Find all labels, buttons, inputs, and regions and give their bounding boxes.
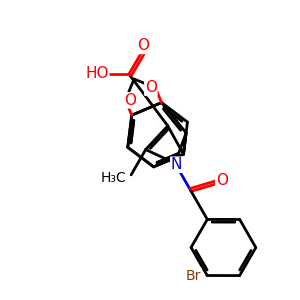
Text: O: O	[216, 173, 228, 188]
Text: N: N	[171, 157, 182, 172]
Text: HO: HO	[85, 66, 109, 81]
Text: O: O	[124, 93, 136, 108]
Text: O: O	[137, 38, 149, 53]
Text: O: O	[145, 80, 157, 95]
Text: H₃C: H₃C	[101, 171, 127, 185]
Text: Br: Br	[186, 268, 201, 283]
